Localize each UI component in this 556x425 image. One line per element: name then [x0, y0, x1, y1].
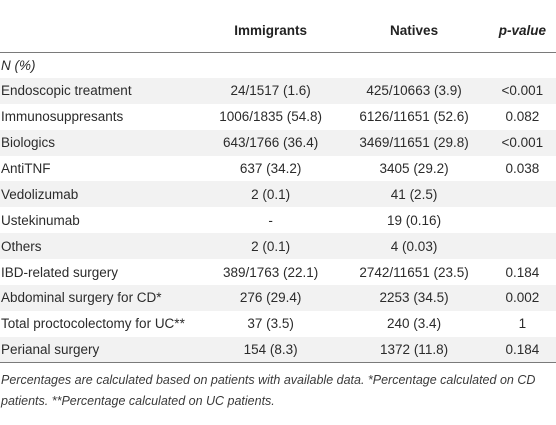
table-row: Endoscopic treatment 24/1517 (1.6) 425/106…	[0, 77, 556, 104]
table-row: Perianal surgery 154 (8.3) 1372 (11.8) 0.18…	[0, 336, 556, 364]
table-footnote: Percentages are calculated based on pati…	[1, 373, 536, 408]
header-pvalue: p-value	[488, 10, 556, 53]
row-label: Perianal surgery	[0, 336, 202, 364]
row-immigrants: 637 (34.2)	[239, 161, 302, 176]
row-pvalue: <0.001	[501, 135, 544, 151]
header-natives: Natives	[339, 10, 489, 53]
row-natives: 3405 (29.2)	[379, 161, 449, 176]
row-immigrants: 1006/1835 (54.8)	[219, 109, 323, 125]
row-pvalue: 0.184	[505, 264, 540, 280]
row-pvalue	[489, 181, 556, 207]
row-label: Endoscopic treatment	[1, 83, 132, 99]
row-natives: 425/10663 (3.9)	[366, 83, 462, 99]
row-pvalue	[489, 233, 556, 259]
row-label: IBD-related surgery	[1, 264, 119, 280]
row-label: Total proctocolectomy for UC**	[1, 316, 185, 332]
row-pvalue: <0.001	[501, 83, 544, 99]
header-label	[0, 10, 202, 53]
row-pvalue: 0.082	[505, 109, 540, 125]
row-natives: 1372 (11.8)	[339, 336, 489, 364]
table-row: Vedolizumab 2 (0.1) 41 (2.5)	[0, 181, 556, 208]
row-pvalue: 0.002	[505, 290, 540, 306]
row-label: Biologics	[1, 135, 56, 151]
row-immigrants: 24/1517 (1.6)	[230, 83, 311, 99]
row-pvalue: 1	[518, 316, 527, 332]
row-immigrants: 2 (0.1)	[251, 238, 291, 254]
table-row: Biologics 643/1766 (36.4) 3469/11651 (29.8…	[0, 129, 556, 156]
row-natives: 4 (0.03)	[390, 238, 438, 254]
row-immigrants: -	[268, 212, 273, 228]
row-immigrants: 2 (0.1)	[251, 186, 291, 202]
row-natives: 19 (0.16)	[387, 212, 442, 228]
row-label: Abdominal surgery for CD*	[1, 290, 162, 306]
row-label: AntiTNF	[1, 161, 51, 176]
row-natives: 2742/11651 (23.5)	[359, 264, 469, 280]
row-natives: 41 (2.5)	[390, 186, 438, 202]
row-immigrants: 643/1766 (36.4)	[222, 135, 319, 151]
row-pvalue: 0.038	[505, 161, 540, 176]
row-natives: 2253 (34.5)	[379, 290, 449, 306]
table-row: AntiTNF 637 (34.2) 3405 (29.2) 0.038	[0, 156, 556, 182]
row-label: Vedolizumab	[1, 186, 79, 202]
row-label: Ustekinumab	[1, 212, 80, 228]
table-row: Abdominal surgery for CD* 276 (29.4) 2253 …	[0, 285, 556, 311]
header-immigrants: Immigrants	[201, 10, 340, 53]
table-header-row: Immigrants Natives p-value	[0, 10, 556, 53]
subheader-label: N (%)	[1, 57, 36, 73]
table-row: IBD-related surgery 389/1763 (22.1) 2742/1…	[0, 259, 556, 285]
table-row: Others 2 (0.1) 4 (0.03)	[0, 233, 556, 260]
row-immigrants: 276 (29.4)	[239, 290, 302, 306]
row-natives: 240 (3.4)	[387, 316, 442, 332]
table-row: Total proctocolectomy for UC** 37 (3.5) 24…	[0, 311, 556, 337]
row-natives: 6126/11651 (52.6)	[359, 109, 469, 125]
row-immigrants: 389/1763 (22.1)	[222, 264, 319, 280]
row-immigrants: 154 (8.3)	[201, 336, 340, 364]
subheader-row: N (%)	[0, 52, 556, 78]
row-label: Immunosuppresants	[1, 109, 124, 125]
row-pvalue	[489, 207, 556, 233]
row-natives: 3469/11651 (29.8)	[359, 135, 469, 151]
row-immigrants: 37 (3.5)	[247, 316, 294, 332]
row-pvalue: 0.184	[488, 336, 556, 364]
results-table: Immigrants Natives p-value N (%) Endosco…	[0, 10, 556, 364]
table-row: Ustekinumab - 19 (0.16)	[0, 207, 556, 233]
row-label: Others	[1, 238, 42, 254]
table-row: Immunosuppresants 1006/1835 (54.8) 6126/11…	[0, 104, 556, 130]
